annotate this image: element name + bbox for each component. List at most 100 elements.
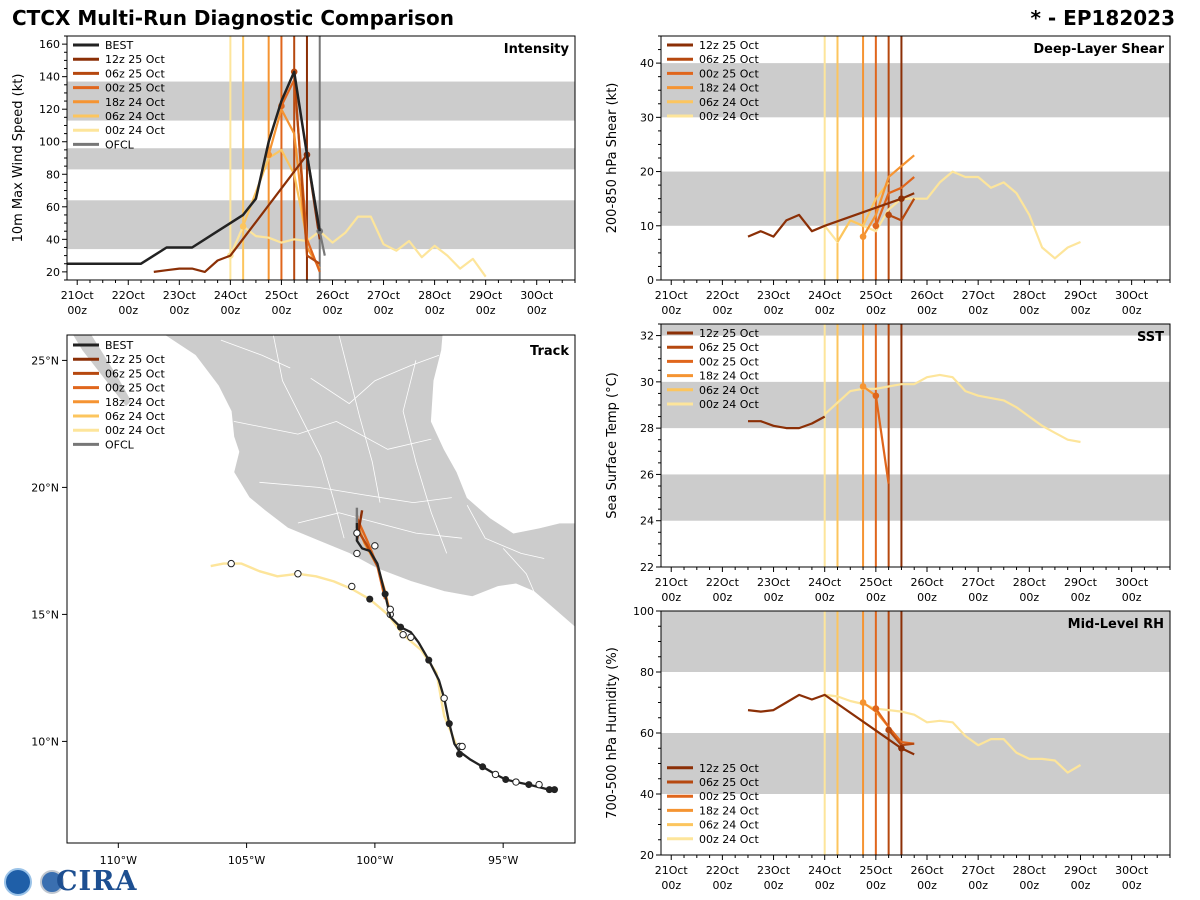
y-tick-label: 28 xyxy=(640,422,654,435)
state-border xyxy=(259,481,452,504)
series-marker xyxy=(859,233,867,240)
series-line xyxy=(153,153,321,273)
x-tick-label: 00z xyxy=(476,304,496,317)
y-tick-label: 60 xyxy=(46,201,60,214)
track-marker-solid xyxy=(479,763,487,771)
x-tick-label: 26Oct xyxy=(910,576,944,589)
state-border xyxy=(233,420,432,450)
x-tick-label: 00z xyxy=(815,591,835,604)
y-tick-label: 10°N xyxy=(31,735,59,748)
x-tick-label: 00z xyxy=(917,879,937,892)
legend-label: 00z 25 Oct xyxy=(105,382,165,395)
series-line xyxy=(229,215,487,278)
series-line xyxy=(862,154,915,238)
panel-title: Deep-Layer Shear xyxy=(1033,42,1164,57)
x-tick-label: 00z xyxy=(272,304,292,317)
x-tick-label: 00z xyxy=(118,304,138,317)
x-tick-label: 23Oct xyxy=(757,289,791,302)
track-marker-solid xyxy=(502,776,510,783)
x-tick-label: 00z xyxy=(866,304,886,317)
y-axis-label: Sea Surface Temp (°C) xyxy=(605,372,620,519)
x-tick-label: 24Oct xyxy=(808,864,842,877)
series-marker xyxy=(872,222,880,230)
x-tick-label: 29Oct xyxy=(1064,576,1098,589)
y-tick-label: 140 xyxy=(39,71,60,84)
legend-label: 06z 25 Oct xyxy=(105,367,165,380)
y-tick-label: 40 xyxy=(640,788,654,801)
legend-label: 12z 25 Oct xyxy=(105,353,165,366)
y-tick-label: 40 xyxy=(46,233,60,246)
y-tick-label: 80 xyxy=(46,168,60,181)
legend-label: OFCL xyxy=(105,438,135,451)
threshold-band xyxy=(661,63,1170,118)
x-tick-label: 00z xyxy=(917,591,937,604)
x-tick-label: 00z xyxy=(866,879,886,892)
state-border xyxy=(402,360,448,554)
state-border xyxy=(297,512,463,539)
panel-title: SST xyxy=(1137,330,1164,345)
x-tick-label: 30Oct xyxy=(1115,289,1149,302)
x-tick-label: 00z xyxy=(917,304,937,317)
x-tick-label: 110°W xyxy=(100,854,137,867)
x-tick-label: 27Oct xyxy=(367,289,401,302)
x-tick-label: 00z xyxy=(374,304,394,317)
x-tick-label: 00z xyxy=(169,304,189,317)
track-marker-open xyxy=(371,542,379,550)
x-tick-label: 00z xyxy=(866,591,886,604)
x-tick-label: 00z xyxy=(323,304,343,317)
series-marker xyxy=(859,699,867,706)
intensity-panel: 20 40 60 80 100 120 140 160 21Oct 00z 22Oct 00z 23Oc… xyxy=(11,35,576,317)
x-tick-label: 00z xyxy=(712,304,732,317)
y-axis-label: 10m Max Wind Speed (kt) xyxy=(11,74,26,243)
shear-panel: 0 10 20 30 40 21Oct 00z 22Oct 00z 23Oct 00z 24Oct 00… xyxy=(605,35,1171,317)
threshold-band xyxy=(67,148,575,170)
panel-title: Track xyxy=(530,344,569,359)
x-tick-label: 00z xyxy=(661,304,681,317)
legend-label: 06z 25 Oct xyxy=(699,776,759,789)
x-tick-label: 00z xyxy=(527,304,547,317)
track-marker-open xyxy=(399,631,407,639)
x-tick-label: 00z xyxy=(1071,591,1091,604)
x-tick-label: 25Oct xyxy=(859,576,893,589)
legend-label: 00z 25 Oct xyxy=(699,67,759,80)
x-tick-label: 00z xyxy=(661,591,681,604)
legend-label: 06z 24 Oct xyxy=(105,410,165,423)
x-tick-label: 25Oct xyxy=(859,289,893,302)
x-tick-label: 26Oct xyxy=(910,864,944,877)
track-marker-open xyxy=(353,549,361,558)
legend-label: 12z 25 Oct xyxy=(699,762,759,775)
x-tick-label: 00z xyxy=(1122,304,1142,317)
threshold-band xyxy=(67,81,575,121)
x-tick-label: 100°W xyxy=(356,854,393,867)
legend-label: 18z 24 Oct xyxy=(699,82,759,95)
series-marker xyxy=(872,705,880,712)
x-tick-label: 30Oct xyxy=(1115,864,1149,877)
series-line xyxy=(874,176,915,227)
y-tick-label: 0 xyxy=(647,274,654,287)
x-tick-label: 00z xyxy=(968,304,988,317)
threshold-band xyxy=(661,324,1170,336)
legend-label: 00z 24 Oct xyxy=(699,398,759,411)
legend-label: 00z 24 Oct xyxy=(105,124,165,137)
legend-label: 06z 25 Oct xyxy=(699,53,759,66)
x-tick-label: 00z xyxy=(1122,591,1142,604)
threshold-band xyxy=(661,381,1170,429)
x-tick-label: 28Oct xyxy=(418,289,452,302)
legend-label: BEST xyxy=(105,39,133,52)
track-marker-open xyxy=(535,780,543,789)
x-tick-label: 00z xyxy=(968,591,988,604)
series-line xyxy=(747,693,915,756)
track-marker-open xyxy=(407,633,415,641)
x-tick-label: 30Oct xyxy=(1115,576,1149,589)
cira-wordmark: CIRA xyxy=(56,866,138,897)
y-tick-label: 100 xyxy=(633,605,654,618)
x-tick-label: 00z xyxy=(425,304,445,317)
legend-label: 18z 24 Oct xyxy=(699,804,759,817)
x-tick-label: 23Oct xyxy=(757,864,791,877)
track-marker-solid xyxy=(445,720,453,728)
y-tick-label: 20 xyxy=(640,849,654,862)
series-line xyxy=(874,395,890,484)
threshold-band xyxy=(661,733,1170,794)
series-marker xyxy=(872,392,880,400)
